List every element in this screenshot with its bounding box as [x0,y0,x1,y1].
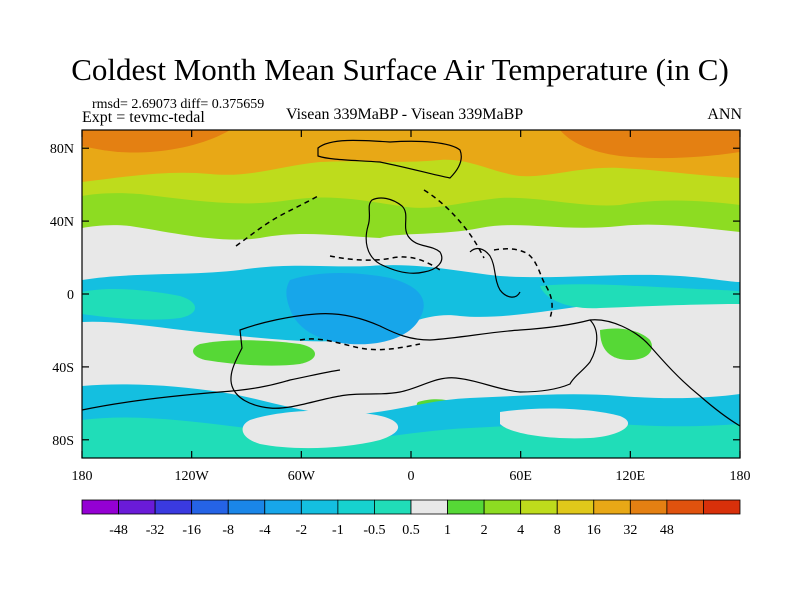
contour-pangea [329,255,441,271]
lon-tick-label: 180 [730,469,751,484]
colorbar-swatch [410,499,448,515]
comparison-label: Visean 339MaBP - Visean 339MaBP [286,106,524,123]
colorbar-label: -8 [222,523,234,538]
field-region-green-south-west [193,340,315,366]
lon-tick-label: 180 [72,469,93,484]
colorbar-swatch [337,499,375,515]
contour-south [299,338,421,351]
season-label: ANN [707,106,742,123]
field-region-arctic-dark-east [560,130,740,159]
field-region-teal-east [540,284,740,309]
colorbar-swatch [520,499,558,515]
lat-tick-label: 40N [50,215,74,230]
field-region-white-southpole [242,410,399,449]
colorbar-swatch [629,499,668,515]
colorbar-swatch [227,499,266,515]
coastline-laurussia [365,197,443,274]
coastline-south-rim [81,369,341,411]
colorbar-label: 16 [587,523,601,538]
colorbar-label: -0.5 [363,523,385,538]
field-region-pangea-cyan [286,273,424,345]
colorbar-swatch [374,499,412,515]
lat-tick-label: 80N [50,142,74,157]
contour-north-west [235,195,319,247]
lon-tick-label: 120W [175,469,210,484]
field-region-arctic-orange [82,130,740,182]
colorbar-swatch [703,499,741,515]
field-region-white-north [82,234,300,263]
colorbar-swatch [556,499,595,515]
rmsd-label: rmsd= 2.69073 diff= 0.375659 [92,97,265,112]
colorbar-label: 8 [554,523,561,538]
colorbar-label: -48 [109,523,128,538]
colorbar-label: 32 [623,523,637,538]
colorbar-label: -16 [182,523,201,538]
axis-ticks: 80N 40N 0 40S 80S 180 120W 60W 0 60E 120E 180 [50,130,751,484]
colorbar-swatch [483,499,522,515]
colorbar-swatch [118,499,156,515]
field-region-white-ne [560,229,740,262]
chart-title: Coldest Month Mean Surface Air Temperatu… [71,52,729,87]
colorbar-swatch [593,499,631,515]
colorbar-swatch [666,499,704,515]
colorbar-label: 4 [517,523,524,538]
colorbar: -48 -32 -16 -8 -4 -2 -1 -0.5 0.5 1 2 4 8 16 32 48 [81,499,741,538]
lon-tick-label: 120E [616,469,646,484]
colorbar-label: -4 [259,523,271,538]
shelf-contours [235,189,553,351]
colorbar-label: 0.5 [402,523,420,538]
coastline-laurussia-north [317,139,462,179]
coastlines [81,139,741,427]
lon-tick-label: 0 [408,469,415,484]
colorbar-label: 2 [481,523,488,538]
coastline-australia-east [589,319,741,427]
colorbar-label: -2 [295,523,307,538]
coastline-gondwana [230,313,598,409]
colorbar-label: -32 [146,523,165,538]
field-region-white-south-east [500,408,629,439]
lat-tick-label: 80S [52,434,74,449]
colorbar-swatch [447,499,485,515]
colorbar-label: 1 [444,523,451,538]
field-region-teal-west [82,289,195,320]
colorbar-swatch [191,499,229,515]
colorbar-swatch [154,499,193,515]
lat-tick-label: 40S [52,361,74,376]
colorbar-swatch [81,499,119,515]
colorbar-label: 48 [660,523,674,538]
lat-tick-label: 0 [67,288,74,303]
experiment-label: Expt = tevmc-tedal [82,109,205,126]
lon-tick-label: 60E [509,469,532,484]
field-region-arctic-dark [82,130,230,153]
colorbar-swatch [264,499,302,515]
lon-tick-label: 60W [288,469,316,484]
colorbar-swatch [300,499,339,515]
coastline-east-north [469,247,521,298]
colorbar-label: -1 [332,523,344,538]
field-region-white-south [82,323,740,388]
temperature-field [82,130,740,458]
